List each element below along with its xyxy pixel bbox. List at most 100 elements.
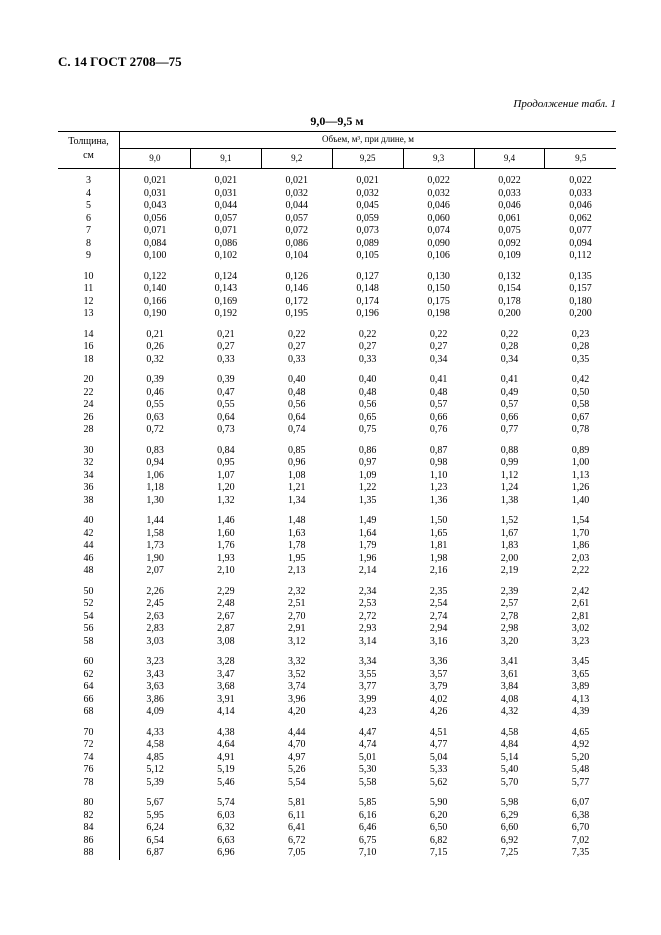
value-cell: 4,13 <box>545 694 616 707</box>
value-cell: 3,55 <box>332 669 403 682</box>
thickness-cell: 66 <box>58 694 119 707</box>
value-cell: 2,91 <box>261 623 332 636</box>
value-cell: 0,48 <box>261 387 332 400</box>
value-cell: 5,33 <box>403 764 474 777</box>
value-cell: 1,81 <box>403 540 474 553</box>
value-cell: 0,41 <box>403 374 474 387</box>
value-cell: 0,031 <box>190 188 261 201</box>
value-cell: 0,75 <box>332 424 403 437</box>
value-cell: 3,45 <box>545 656 616 669</box>
value-cell: 0,178 <box>474 296 545 309</box>
value-cell: 0,032 <box>403 188 474 201</box>
value-cell: 4,58 <box>474 727 545 740</box>
table-row: 785,395,465,545,585,625,705,77 <box>58 777 616 790</box>
table-row: 542,632,672,702,722,742,782,81 <box>58 611 616 624</box>
value-cell: 3,63 <box>119 681 190 694</box>
table-row: 40,0310,0310,0320,0320,0320,0330,033 <box>58 188 616 201</box>
value-cell: 6,38 <box>545 810 616 823</box>
value-cell: 5,26 <box>261 764 332 777</box>
value-cell: 0,96 <box>261 457 332 470</box>
value-cell: 0,77 <box>474 424 545 437</box>
table-row: 846,246,326,416,466,506,606,70 <box>58 822 616 835</box>
value-cell: 0,33 <box>332 354 403 367</box>
value-cell: 1,63 <box>261 528 332 541</box>
value-cell: 2,00 <box>474 553 545 566</box>
thickness-cell: 46 <box>58 553 119 566</box>
value-cell: 0,086 <box>261 238 332 251</box>
value-cell: 0,28 <box>545 341 616 354</box>
thickness-cell: 44 <box>58 540 119 553</box>
thickness-cell: 12 <box>58 296 119 309</box>
thickness-cell: 58 <box>58 636 119 649</box>
value-cell: 2,70 <box>261 611 332 624</box>
value-cell: 4,23 <box>332 706 403 719</box>
column-header: 9,3 <box>403 149 474 169</box>
value-cell: 2,26 <box>119 586 190 599</box>
value-cell: 3,74 <box>261 681 332 694</box>
value-cell: 0,23 <box>545 329 616 342</box>
thickness-cell: 6 <box>58 213 119 226</box>
value-cell: 7,35 <box>545 847 616 860</box>
thickness-cell: 11 <box>58 283 119 296</box>
value-cell: 0,071 <box>119 225 190 238</box>
value-cell: 1,23 <box>403 482 474 495</box>
value-cell: 5,67 <box>119 797 190 810</box>
value-cell: 1,21 <box>261 482 332 495</box>
thickness-cell: 14 <box>58 329 119 342</box>
value-cell: 5,95 <box>119 810 190 823</box>
thickness-cell: 70 <box>58 727 119 740</box>
value-cell: 1,26 <box>545 482 616 495</box>
group-spacer <box>58 719 616 727</box>
value-cell: 3,79 <box>403 681 474 694</box>
value-cell: 0,39 <box>190 374 261 387</box>
value-cell: 3,91 <box>190 694 261 707</box>
value-cell: 4,58 <box>119 739 190 752</box>
value-cell: 0,122 <box>119 271 190 284</box>
value-cell: 4,32 <box>474 706 545 719</box>
value-cell: 0,169 <box>190 296 261 309</box>
value-cell: 4,97 <box>261 752 332 765</box>
value-cell: 0,86 <box>332 445 403 458</box>
value-cell: 0,043 <box>119 200 190 213</box>
value-cell: 3,52 <box>261 669 332 682</box>
column-header: 9,25 <box>332 149 403 169</box>
value-cell: 0,022 <box>474 169 545 188</box>
value-cell: 0,033 <box>545 188 616 201</box>
value-cell: 0,157 <box>545 283 616 296</box>
value-cell: 0,72 <box>119 424 190 437</box>
value-cell: 1,64 <box>332 528 403 541</box>
value-cell: 5,19 <box>190 764 261 777</box>
table-row: 583,033,083,123,143,163,203,23 <box>58 636 616 649</box>
value-cell: 1,12 <box>474 470 545 483</box>
value-cell: 1,83 <box>474 540 545 553</box>
thickness-cell: 4 <box>58 188 119 201</box>
value-cell: 0,56 <box>332 399 403 412</box>
value-cell: 2,53 <box>332 598 403 611</box>
value-cell: 1,38 <box>474 495 545 508</box>
value-cell: 0,21 <box>119 329 190 342</box>
group-spacer <box>58 263 616 271</box>
value-cell: 0,66 <box>403 412 474 425</box>
value-cell: 0,73 <box>190 424 261 437</box>
table-row: 260,630,640,640,650,660,660,67 <box>58 412 616 425</box>
value-cell: 2,51 <box>261 598 332 611</box>
value-cell: 3,34 <box>332 656 403 669</box>
value-cell: 6,96 <box>190 847 261 860</box>
value-cell: 4,14 <box>190 706 261 719</box>
thickness-cell: 16 <box>58 341 119 354</box>
value-cell: 0,34 <box>403 354 474 367</box>
group-spacer <box>58 578 616 586</box>
value-cell: 0,64 <box>261 412 332 425</box>
value-cell: 2,74 <box>403 611 474 624</box>
table-row: 341,061,071,081,091,101,121,13 <box>58 470 616 483</box>
table-row: 381,301,321,341,351,361,381,40 <box>58 495 616 508</box>
value-cell: 4,33 <box>119 727 190 740</box>
value-cell: 6,07 <box>545 797 616 810</box>
thickness-cell: 30 <box>58 445 119 458</box>
value-cell: 4,84 <box>474 739 545 752</box>
value-cell: 0,95 <box>190 457 261 470</box>
table-row: 361,181,201,211,221,231,241,26 <box>58 482 616 495</box>
group-spacer <box>58 321 616 329</box>
value-cell: 2,48 <box>190 598 261 611</box>
table-row: 110,1400,1430,1460,1480,1500,1540,157 <box>58 283 616 296</box>
